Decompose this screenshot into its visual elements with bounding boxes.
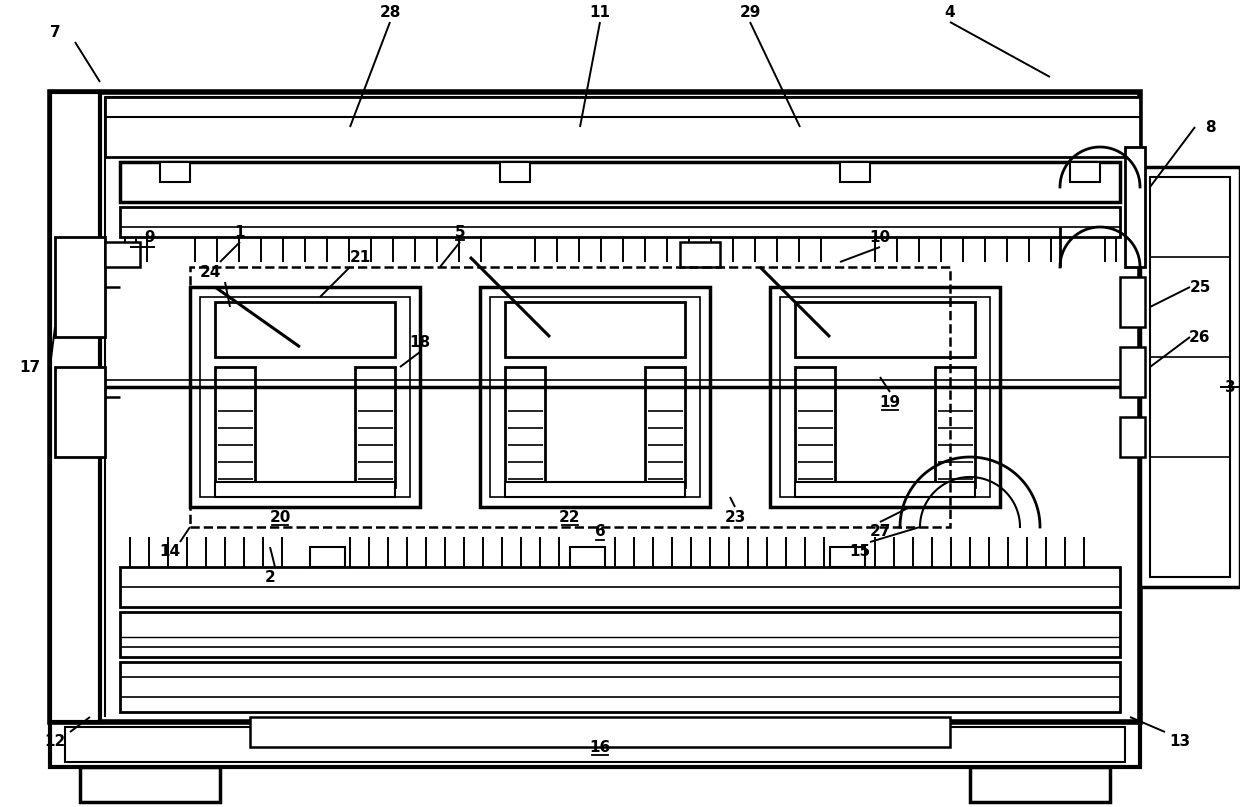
Text: 23: 23 xyxy=(724,509,745,525)
Bar xyxy=(160,162,190,182)
Bar xyxy=(570,547,605,567)
Text: 15: 15 xyxy=(849,545,870,559)
Bar xyxy=(1149,177,1230,577)
Text: 28: 28 xyxy=(379,5,401,19)
Text: 18: 18 xyxy=(409,334,430,349)
Text: 20: 20 xyxy=(269,509,290,525)
Bar xyxy=(64,727,1125,762)
Bar xyxy=(935,367,975,487)
Bar xyxy=(830,547,866,567)
Text: 7: 7 xyxy=(50,24,61,40)
Text: 1: 1 xyxy=(234,224,246,240)
Bar xyxy=(250,717,950,747)
Text: 10: 10 xyxy=(869,229,890,245)
Bar xyxy=(1120,347,1145,397)
Bar xyxy=(55,237,105,337)
Text: 29: 29 xyxy=(739,5,760,19)
Bar xyxy=(1125,147,1145,267)
Bar xyxy=(355,367,396,487)
Text: 12: 12 xyxy=(45,734,66,750)
Bar xyxy=(500,162,529,182)
Text: 14: 14 xyxy=(160,545,181,559)
Text: 21: 21 xyxy=(350,249,371,265)
Bar xyxy=(200,297,410,497)
Bar xyxy=(1070,162,1100,182)
Bar xyxy=(120,567,1120,607)
Bar xyxy=(505,367,546,487)
Text: 13: 13 xyxy=(1169,734,1190,750)
Text: 22: 22 xyxy=(559,509,580,525)
Bar xyxy=(310,547,345,567)
Text: 8: 8 xyxy=(1205,119,1215,135)
Bar xyxy=(50,92,100,722)
Text: 26: 26 xyxy=(1189,329,1210,345)
Text: 4: 4 xyxy=(945,5,955,19)
Bar xyxy=(795,367,835,487)
Text: 11: 11 xyxy=(589,5,610,19)
Text: 19: 19 xyxy=(879,395,900,409)
Bar xyxy=(480,287,711,507)
Bar xyxy=(55,367,105,457)
Bar xyxy=(120,162,1120,202)
Text: 27: 27 xyxy=(869,525,890,540)
Bar xyxy=(105,97,1140,157)
Bar xyxy=(1120,277,1145,327)
Text: 16: 16 xyxy=(589,739,610,755)
Bar xyxy=(780,297,990,497)
Bar xyxy=(120,662,1120,712)
Bar xyxy=(770,287,999,507)
Bar xyxy=(645,367,684,487)
Bar xyxy=(795,482,975,497)
Text: 5: 5 xyxy=(455,224,465,240)
Text: 24: 24 xyxy=(200,265,221,279)
Bar xyxy=(50,722,1140,767)
Bar xyxy=(50,92,1140,722)
Bar xyxy=(1120,417,1145,457)
Bar xyxy=(120,207,1120,237)
Bar xyxy=(190,287,420,507)
Bar xyxy=(505,302,684,357)
Bar xyxy=(505,482,684,497)
Text: 6: 6 xyxy=(595,525,605,540)
Text: 9: 9 xyxy=(145,229,155,245)
Bar xyxy=(105,242,140,267)
Bar xyxy=(81,767,219,802)
Text: 17: 17 xyxy=(20,359,41,374)
Bar xyxy=(795,302,975,357)
Bar xyxy=(490,297,701,497)
Bar xyxy=(839,162,870,182)
Bar xyxy=(120,612,1120,657)
Bar xyxy=(215,367,255,487)
Text: 2: 2 xyxy=(264,570,275,584)
Bar xyxy=(215,302,396,357)
Bar xyxy=(190,267,950,527)
Text: 3: 3 xyxy=(1225,379,1235,395)
Bar xyxy=(970,767,1110,802)
Bar xyxy=(215,482,396,497)
Bar xyxy=(680,242,720,267)
Text: 25: 25 xyxy=(1189,279,1210,295)
Bar xyxy=(1140,167,1240,587)
